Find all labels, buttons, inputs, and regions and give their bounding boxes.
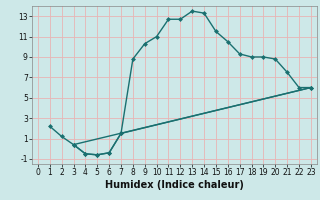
X-axis label: Humidex (Indice chaleur): Humidex (Indice chaleur) <box>105 180 244 190</box>
